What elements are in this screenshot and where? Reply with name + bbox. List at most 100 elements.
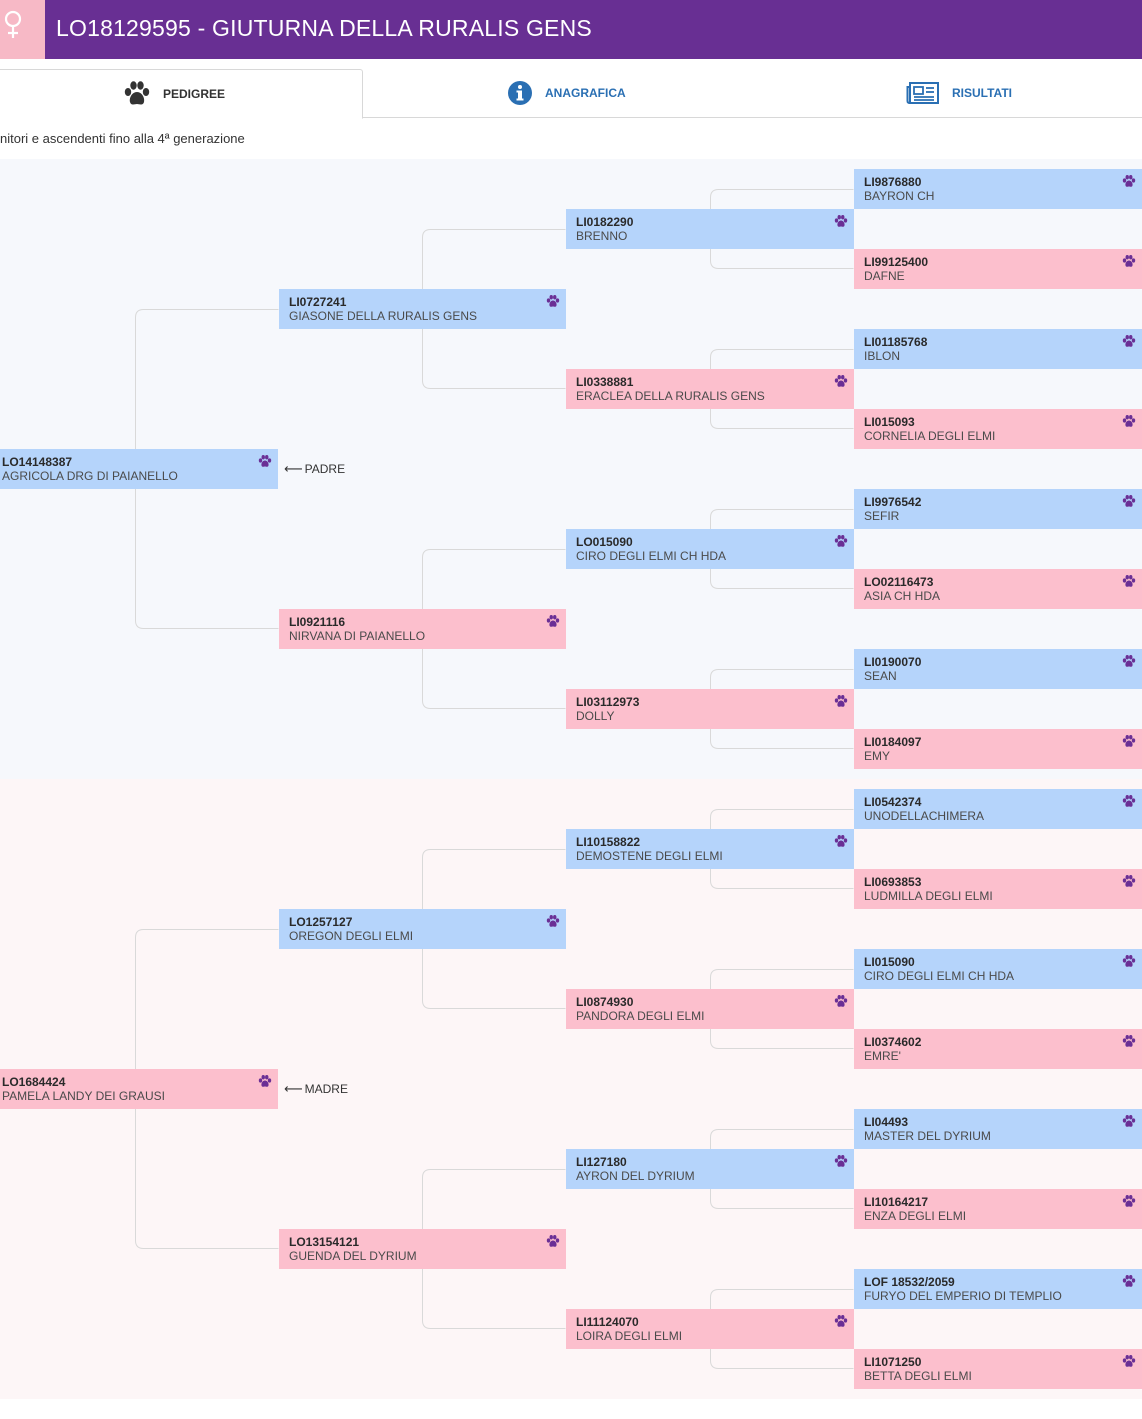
- ancestor-card[interactable]: LI015090 CIRO DEGLI ELMI CH HDA: [854, 949, 1142, 989]
- tab-pedigree[interactable]: PEDIGREE: [123, 81, 225, 107]
- dog-code: LI0542374: [864, 795, 922, 809]
- sire-card[interactable]: LO14148387 AGRICOLA DRG DI PAIANELLO: [0, 449, 278, 489]
- gender-badge: [0, 0, 45, 59]
- grandparent-card[interactable]: LO1257127 OREGON DEGLI ELMI: [279, 909, 566, 949]
- paw-icon[interactable]: [1122, 795, 1136, 813]
- great-grandparent-card[interactable]: LO015090 CIRO DEGLI ELMI CH HDA: [566, 529, 854, 569]
- paw-icon[interactable]: [834, 215, 848, 233]
- dog-code: LI0727241: [289, 295, 347, 309]
- tab-anagrafica[interactable]: ANAGRAFICA: [507, 80, 626, 106]
- great-grandparent-card[interactable]: LI10158822 DEMOSTENE DEGLI ELMI: [566, 829, 854, 869]
- dog-name: FURYO DEL EMPERIO DI TEMPLIO: [864, 1289, 1062, 1303]
- paw-icon[interactable]: [1122, 875, 1136, 893]
- paw-icon[interactable]: [1122, 1355, 1136, 1373]
- paw-icon[interactable]: [1122, 955, 1136, 973]
- ancestor-card[interactable]: LI99125400 DAFNE: [854, 249, 1142, 289]
- dog-name: CIRO DEGLI ELMI CH HDA: [576, 549, 727, 563]
- dog-code: LI015093: [864, 415, 915, 429]
- paw-icon[interactable]: [546, 915, 560, 933]
- ancestor-card[interactable]: LI9876880 BAYRON CH: [854, 169, 1142, 209]
- paw-icon[interactable]: [1122, 495, 1136, 513]
- dog-name: MASTER DEL DYRIUM: [864, 1129, 991, 1143]
- great-grandparent-card[interactable]: LI0874930 PANDORA DEGLI ELMI: [566, 989, 854, 1029]
- paw-icon[interactable]: [834, 375, 848, 393]
- grandparent-card[interactable]: LI0727241 GIASONE DELLA RURALIS GENS: [279, 289, 566, 329]
- dog-code: LI015090: [864, 955, 915, 969]
- ancestor-card[interactable]: LI10164217 ENZA DEGLI ELMI: [854, 1189, 1142, 1229]
- ancestor-card[interactable]: LI01185768 IBLON: [854, 329, 1142, 369]
- paw-icon[interactable]: [1122, 655, 1136, 673]
- paw-icon[interactable]: [1122, 1035, 1136, 1053]
- dog-code: LI0182290: [576, 215, 634, 229]
- tab-pedigree-bg[interactable]: [0, 69, 363, 119]
- dog-code: LI1071250: [864, 1355, 922, 1369]
- dog-name: BAYRON CH: [864, 189, 935, 203]
- dog-name: GUENDA DEL DYRIUM: [289, 1249, 417, 1263]
- dog-name: IBLON: [864, 349, 901, 363]
- dog-code: LO13154121: [289, 1235, 360, 1249]
- paw-icon[interactable]: [1122, 575, 1136, 593]
- ancestor-card[interactable]: LI1071250 BETTA DEGLI ELMI: [854, 1349, 1142, 1389]
- paw-icon[interactable]: [834, 835, 848, 853]
- dog-name: ASIA CH HDA: [864, 589, 941, 603]
- dog-name: LUDMILLA DEGLI ELMI: [864, 889, 993, 903]
- paw-icon[interactable]: [834, 1155, 848, 1173]
- paw-icon[interactable]: [546, 615, 560, 633]
- dog-code: LI04493: [864, 1115, 909, 1129]
- ancestor-card[interactable]: LI04493 MASTER DEL DYRIUM: [854, 1109, 1142, 1149]
- grandparent-card[interactable]: LI0921116 NIRVANA DI PAIANELLO: [279, 609, 566, 649]
- paw-icon[interactable]: [834, 535, 848, 553]
- dog-code: LI127180: [576, 1155, 627, 1169]
- dog-name: CORNELIA DEGLI ELMI: [864, 429, 996, 443]
- grandparent-card[interactable]: LO13154121 GUENDA DEL DYRIUM: [279, 1229, 566, 1269]
- great-grandparent-card[interactable]: LI0182290 BRENNO: [566, 209, 854, 249]
- dog-name: AYRON DEL DYRIUM: [576, 1169, 695, 1183]
- dog-name: PANDORA DEGLI ELMI: [576, 1009, 705, 1023]
- dog-code: LOF 18532/2059: [864, 1275, 955, 1289]
- dog-name: NIRVANA DI PAIANELLO: [289, 629, 426, 643]
- ancestor-card[interactable]: LI015093 CORNELIA DEGLI ELMI: [854, 409, 1142, 449]
- dog-name: BRENNO: [576, 229, 628, 243]
- dog-name: ERACLEA DELLA RURALIS GENS: [576, 389, 765, 403]
- great-grandparent-card[interactable]: LI0338881 ERACLEA DELLA RURALIS GENS: [566, 369, 854, 409]
- paw-icon[interactable]: [834, 995, 848, 1013]
- ancestor-card[interactable]: LI0542374 UNODELLACHIMERA: [854, 789, 1142, 829]
- dam-card[interactable]: LO1684424 PAMELA LANDY DEI GRAUSI: [0, 1069, 278, 1109]
- dog-name: LOIRA DEGLI ELMI: [576, 1329, 683, 1343]
- paw-icon[interactable]: [834, 1315, 848, 1333]
- tab-risultati[interactable]: RISULTATI: [906, 80, 1012, 106]
- paw-icon[interactable]: [1122, 175, 1136, 193]
- dog-code: LI0190070: [864, 655, 922, 669]
- dog-code: LO14148387: [2, 455, 73, 469]
- page-header: LO18129595 - GIUTURNA DELLA RURALIS GENS: [0, 0, 1142, 59]
- dog-name: OREGON DEGLI ELMI: [289, 929, 414, 943]
- ancestor-card[interactable]: LI0374602 EMRE': [854, 1029, 1142, 1069]
- paw-icon[interactable]: [1122, 1115, 1136, 1133]
- paw-icon[interactable]: [1122, 255, 1136, 273]
- paw-icon[interactable]: [1122, 335, 1136, 353]
- paw-icon[interactable]: [1122, 415, 1136, 433]
- ancestor-card[interactable]: LI0184097 EMY: [854, 729, 1142, 769]
- paw-icon[interactable]: [1122, 1275, 1136, 1293]
- dog-name: PAMELA LANDY DEI GRAUSI: [2, 1089, 165, 1103]
- great-grandparent-card[interactable]: LI11124070 LOIRA DEGLI ELMI: [566, 1309, 854, 1349]
- dog-code: LO02116473: [864, 575, 934, 589]
- great-grandparent-card[interactable]: LI03112973 DOLLY: [566, 689, 854, 729]
- paw-icon: [123, 81, 151, 107]
- paw-icon[interactable]: [258, 455, 272, 473]
- ancestor-card[interactable]: LI0190070 SEAN: [854, 649, 1142, 689]
- paw-icon[interactable]: [546, 1235, 560, 1253]
- ancestor-card[interactable]: LI0693853 LUDMILLA DEGLI ELMI: [854, 869, 1142, 909]
- paw-icon[interactable]: [1122, 735, 1136, 753]
- great-grandparent-card[interactable]: LI127180 AYRON DEL DYRIUM: [566, 1149, 854, 1189]
- ancestor-card[interactable]: LOF 18532/2059 FURYO DEL EMPERIO DI TEMP…: [854, 1269, 1142, 1309]
- paw-icon[interactable]: [258, 1075, 272, 1093]
- dog-name: CIRO DEGLI ELMI CH HDA: [864, 969, 1015, 983]
- ancestor-card[interactable]: LO02116473 ASIA CH HDA: [854, 569, 1142, 609]
- paw-icon[interactable]: [834, 695, 848, 713]
- tabs-divider: [0, 117, 1142, 118]
- paw-icon[interactable]: [546, 295, 560, 313]
- ancestor-card[interactable]: LI9976542 SEFIR: [854, 489, 1142, 529]
- paw-icon[interactable]: [1122, 1195, 1136, 1213]
- female-icon: [4, 10, 22, 38]
